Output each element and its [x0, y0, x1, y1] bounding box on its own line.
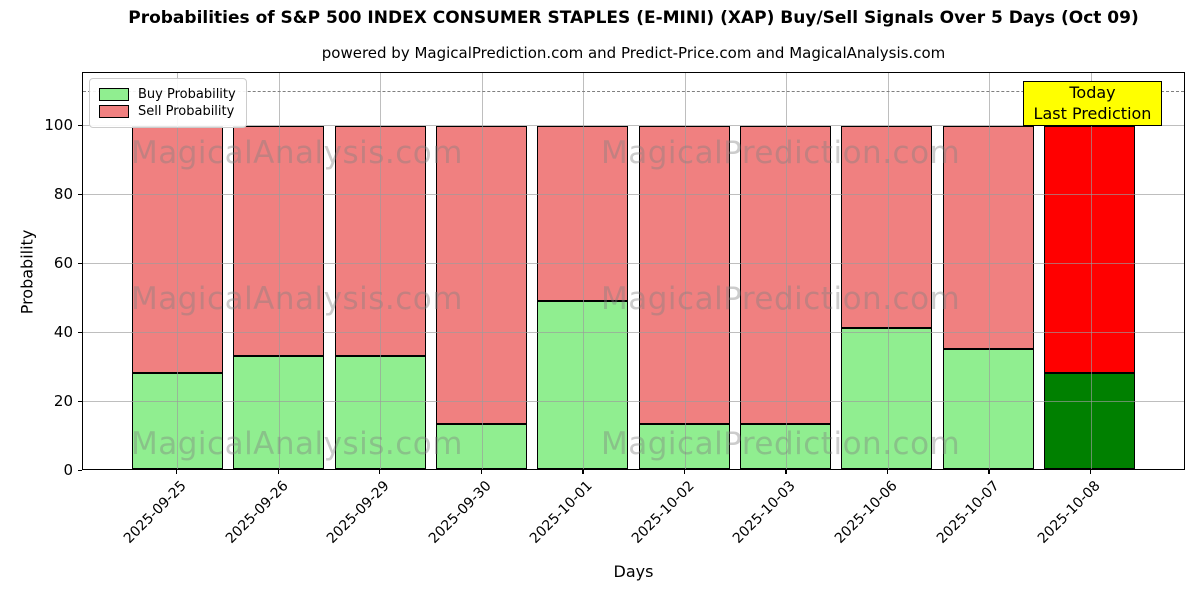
stacked-bar	[1043, 125, 1135, 469]
buy-probability-segment	[1043, 372, 1135, 469]
x-tick-mark	[277, 470, 279, 474]
y-axis-label: Probability	[17, 229, 37, 315]
bar-slot	[431, 73, 532, 469]
stacked-bar	[739, 125, 831, 469]
bar-slot	[634, 73, 735, 469]
annotation-line-1: Today	[1069, 83, 1116, 102]
buy-probability-swatch	[99, 88, 129, 101]
legend-entry-sell: Sell Probability	[99, 104, 236, 119]
plot-area: Buy Probability Sell Probability Today L…	[82, 72, 1185, 470]
x-tick-label: 2025-10-02	[628, 478, 698, 547]
v-gridline	[1091, 73, 1092, 469]
v-gridline	[786, 73, 788, 469]
y-tick-label: 100	[44, 116, 73, 135]
v-gridline	[481, 73, 483, 469]
buy-probability-label: Buy Probability	[138, 87, 236, 102]
buy-probability-segment	[942, 348, 1034, 469]
y-tick-mark	[78, 469, 82, 471]
x-tick-mark	[1090, 470, 1092, 474]
bar-slot	[836, 73, 937, 469]
x-tick-mark	[176, 470, 178, 474]
x-tick-label: 2025-09-30	[425, 478, 495, 547]
y-tick-mark	[78, 262, 82, 264]
x-tick-mark	[480, 470, 482, 474]
x-tick-mark	[582, 470, 584, 474]
y-tick-mark	[78, 193, 82, 195]
today-annotation-box: Today Last Prediction	[1023, 81, 1162, 126]
bar-slot	[735, 73, 836, 469]
sell-probability-segment	[1043, 125, 1135, 373]
chart-title: Probabilities of S&P 500 INDEX CONSUMER …	[128, 8, 1139, 28]
y-tick-label: 0	[63, 461, 73, 479]
h-gridline	[83, 194, 1184, 196]
x-tick-label: 2025-09-26	[222, 478, 292, 547]
sell-probability-segment	[435, 125, 527, 425]
legend: Buy Probability Sell Probability	[89, 78, 247, 128]
sell-probability-label: Sell Probability	[138, 104, 235, 119]
stacked-bar	[841, 125, 933, 469]
buy-probability-segment	[537, 300, 629, 469]
legend-entry-buy: Buy Probability	[99, 87, 236, 102]
y-tick-label: 60	[53, 254, 73, 273]
h-gridline	[83, 263, 1184, 265]
sell-probability-segment	[841, 125, 933, 329]
stacked-bar	[435, 125, 527, 469]
v-gridline	[278, 73, 280, 469]
x-axis-label: Days	[613, 562, 654, 581]
x-tick-mark	[886, 470, 889, 474]
v-gridline	[177, 73, 178, 469]
sell-probability-segment	[638, 125, 730, 425]
bar-slot	[532, 73, 633, 469]
bar-slot	[938, 73, 1039, 469]
x-tick-label: 2025-10-03	[730, 478, 800, 547]
x-tick-label: 2025-10-01	[527, 478, 597, 547]
bar-slot	[1039, 73, 1140, 469]
stacked-bar	[638, 125, 730, 469]
x-tick-label: 2025-10-06	[831, 478, 901, 547]
v-gridline	[989, 73, 991, 469]
x-tick-mark	[785, 470, 787, 474]
buy-probability-segment	[841, 328, 933, 469]
x-tick-mark	[379, 470, 381, 474]
y-tick-mark	[78, 124, 82, 126]
v-gridline	[887, 73, 889, 469]
y-tick-label: 80	[53, 185, 73, 204]
y-axis: 0 20 40 60 80 100	[0, 72, 82, 479]
x-tick-label: 2025-10-07	[933, 478, 1003, 547]
x-tick-label: 2025-09-29	[324, 478, 393, 547]
x-axis: 2025-09-25 2025-09-26 2025-09-29 2025-09-30…	[82, 470, 1185, 595]
v-gridline	[380, 73, 382, 469]
buy-probability-segment	[739, 424, 831, 469]
x-tick-label: 2025-10-08	[1034, 478, 1104, 547]
sell-probability-segment	[537, 125, 629, 301]
y-tick-label: 20	[53, 392, 73, 411]
sell-probability-segment	[942, 125, 1034, 349]
upper-threshold-dashed-line	[83, 90, 1184, 92]
h-gridline	[83, 125, 1184, 127]
stacked-bar	[942, 125, 1034, 469]
x-tick-mark	[988, 470, 990, 474]
buy-probability-segment	[638, 424, 730, 469]
y-tick-label: 40	[53, 323, 73, 342]
h-gridline	[83, 332, 1184, 334]
v-gridline	[684, 73, 686, 469]
buy-probability-segment	[435, 424, 527, 469]
x-tick-mark	[683, 470, 686, 474]
chart-subtitle: powered by MagicalPrediction.com and Pre…	[321, 44, 946, 62]
sell-probability-swatch	[99, 105, 129, 118]
h-gridline	[83, 401, 1184, 403]
sell-probability-segment	[739, 125, 831, 425]
x-tick-label: 2025-09-25	[120, 478, 190, 547]
v-gridline	[583, 73, 585, 469]
bar-series-container	[83, 73, 1184, 469]
y-tick-mark	[78, 331, 82, 333]
stacked-bar	[537, 125, 629, 469]
annotation-line-2: Last Prediction	[1033, 103, 1152, 123]
y-tick-mark	[78, 400, 82, 402]
